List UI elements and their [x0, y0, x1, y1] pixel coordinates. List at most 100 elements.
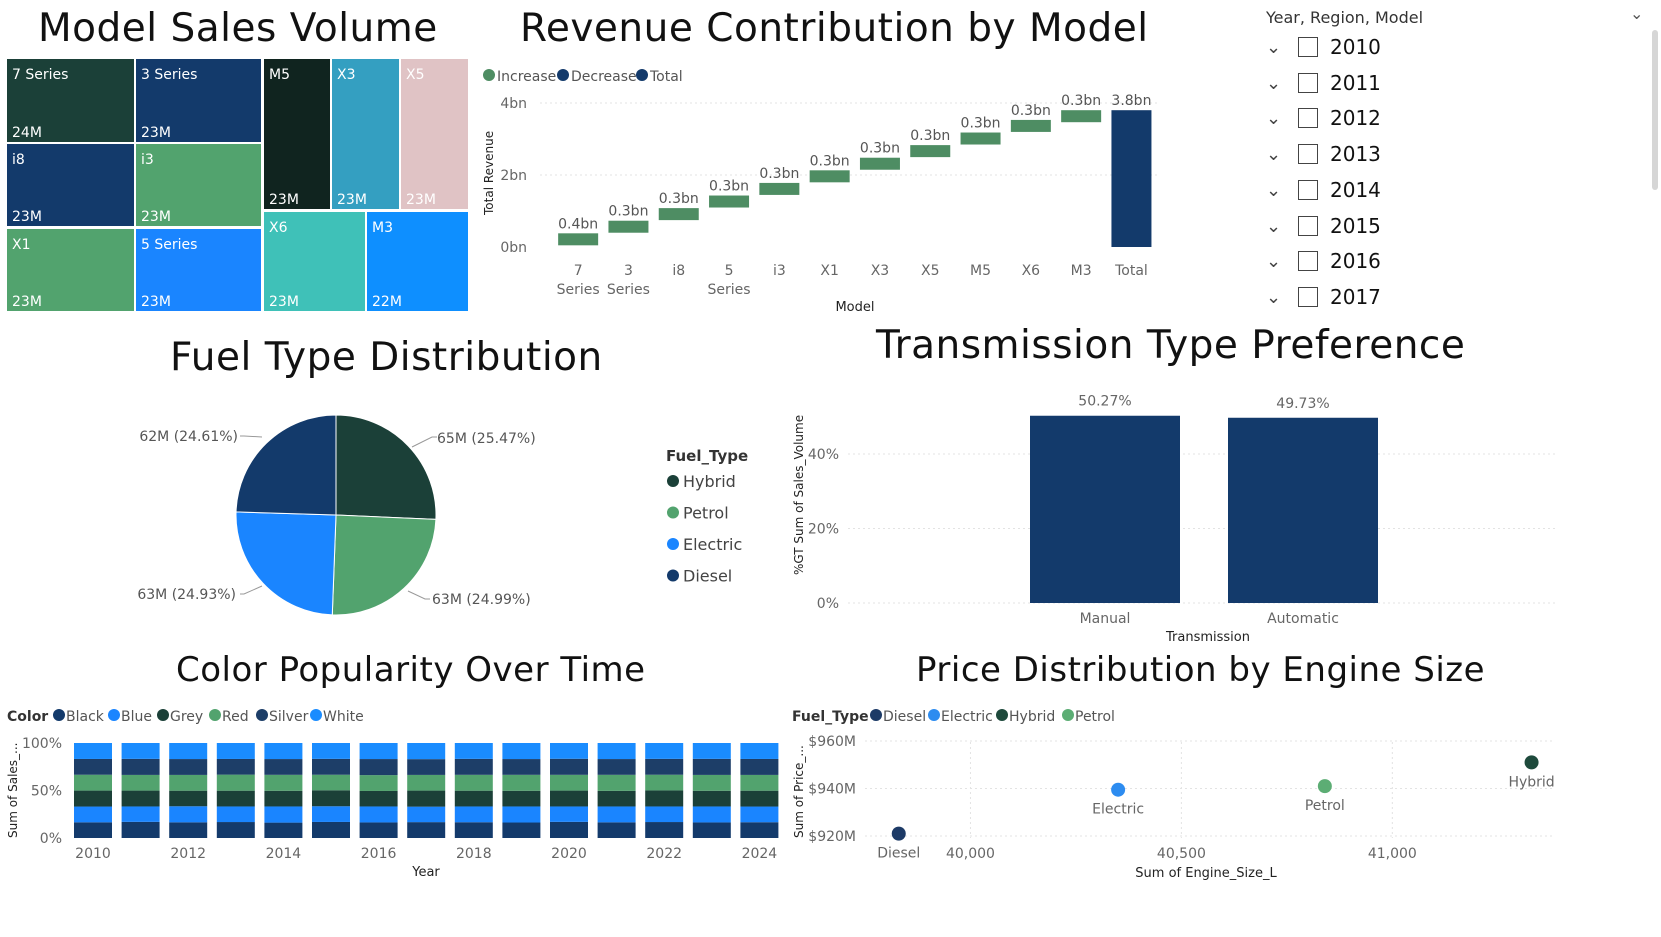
- stacked-segment: [359, 775, 398, 791]
- chevron-down-icon[interactable]: ⌄: [1266, 144, 1282, 166]
- x-tick-label: X6: [1022, 263, 1041, 279]
- waterfall-bar: [558, 233, 599, 246]
- x-tick-label: 3: [624, 263, 633, 279]
- slicer-item-2012[interactable]: ⌄ 2012: [1266, 103, 1381, 133]
- chevron-down-icon[interactable]: ⌄: [1266, 37, 1282, 58]
- stacked-segment: [121, 790, 160, 807]
- stacked-segment: [740, 758, 779, 775]
- stacked-segment: [597, 790, 636, 807]
- slicer-item-label: 2016: [1330, 249, 1381, 274]
- stacked-segment: [740, 790, 779, 807]
- x-axis-label: Year: [411, 865, 440, 880]
- legend-marker: [157, 709, 169, 721]
- legend-title: Color: [7, 709, 48, 725]
- leader-line: [240, 585, 263, 595]
- stacked-segment: [454, 822, 493, 838]
- stacked-segment: [216, 806, 255, 823]
- slicer-item-2010[interactable]: ⌄ 2010: [1266, 32, 1381, 62]
- stacked-segment: [407, 806, 446, 823]
- legend-marker: [928, 709, 940, 721]
- data-label: Diesel: [877, 846, 920, 862]
- stacked-segment: [312, 821, 350, 838]
- stacked-segment: [454, 743, 493, 759]
- waterfall-bar: [809, 170, 850, 183]
- stacked-segment: [454, 790, 493, 807]
- chevron-down-icon[interactable]: ⌄: [1630, 4, 1644, 23]
- waterfall-bar: [608, 220, 649, 233]
- stacked-segment: [454, 806, 493, 823]
- treemap-cell-x5: X5 23M: [401, 59, 468, 209]
- slicer-item-label: 2010: [1330, 35, 1381, 59]
- stacked-segment: [597, 806, 636, 823]
- treemap-rect: [7, 59, 134, 142]
- stacked-segment: [597, 774, 636, 791]
- waterfall-bar: [709, 195, 750, 208]
- x-tick-label: Series: [708, 282, 751, 298]
- y-tick-label: 4bn: [500, 96, 527, 112]
- slicer-item-2015[interactable]: ⌄ 2015: [1266, 211, 1381, 241]
- stacked-segment: [407, 774, 446, 791]
- slicer-item-2016[interactable]: ⌄ 2016: [1266, 246, 1381, 276]
- treemap-value: 23M: [406, 192, 436, 208]
- chevron-down-icon[interactable]: ⌄: [1266, 179, 1282, 201]
- chevron-down-icon[interactable]: ⌄: [1266, 215, 1282, 237]
- treemap-value: 23M: [141, 294, 171, 310]
- stacked-segment: [264, 759, 303, 775]
- checkbox[interactable]: [1298, 144, 1318, 165]
- treemap-rect: [136, 59, 261, 142]
- legend-label: Grey: [170, 709, 203, 725]
- x-axis-label: Model: [835, 300, 874, 315]
- stacked-segment: [216, 758, 255, 775]
- slicer-item-2011[interactable]: ⌄ 2011: [1266, 68, 1381, 98]
- legend-label: Hybrid: [1009, 709, 1055, 725]
- chevron-down-icon[interactable]: ⌄: [1266, 286, 1282, 308]
- stacked-segment: [74, 790, 112, 807]
- slicer-scrollbar[interactable]: [1652, 30, 1658, 190]
- checkbox[interactable]: [1298, 37, 1318, 57]
- stacked-segment: [74, 806, 112, 823]
- waterfall-bar: [1010, 119, 1051, 132]
- legend-title: Fuel_Type: [792, 709, 869, 725]
- checkbox[interactable]: [1298, 215, 1318, 236]
- checkbox[interactable]: [1298, 179, 1318, 200]
- y-tick-label: 0%: [817, 596, 839, 612]
- checkbox[interactable]: [1298, 251, 1318, 272]
- legend-marker: [1062, 709, 1074, 721]
- treemap-cell-m5: M5 23M: [264, 59, 330, 209]
- y-tick-label: 20%: [808, 522, 839, 538]
- slicer-item-2014[interactable]: ⌄ 2014: [1266, 175, 1381, 205]
- waterfall-title: Revenue Contribution by Model: [520, 6, 1149, 51]
- stacked-segment: [740, 774, 779, 791]
- stacked-segment: [645, 758, 684, 775]
- checkbox[interactable]: [1298, 108, 1318, 129]
- waterfall-bar: [1111, 110, 1152, 247]
- data-label: 63M (24.93%): [137, 587, 236, 603]
- stacked-segment: [264, 743, 303, 760]
- slicer-item-2013[interactable]: ⌄ 2013: [1266, 139, 1381, 169]
- waterfall-chart: Increase Decrease Total Total Revenue 0bn 2bn…: [482, 69, 1160, 315]
- checkbox[interactable]: [1298, 286, 1318, 307]
- legend-label: Hybrid: [683, 472, 736, 491]
- treemap-cell-i3: i3 23M: [136, 144, 261, 226]
- x-tick-label: 2012: [170, 846, 206, 862]
- checkbox[interactable]: [1298, 72, 1318, 93]
- legend-marker: [667, 506, 679, 519]
- treemap-rect: [332, 59, 399, 209]
- chevron-down-icon[interactable]: ⌄: [1266, 108, 1282, 130]
- x-tick-label: Manual: [1080, 611, 1131, 627]
- x-tick-label: Automatic: [1267, 611, 1339, 627]
- stacked-segment: [169, 806, 208, 823]
- stacked-segment: [740, 743, 779, 759]
- stacked-segment: [692, 822, 731, 838]
- stacked-segment: [74, 758, 112, 775]
- chevron-down-icon[interactable]: ⌄: [1266, 251, 1282, 273]
- data-label: 62M (24.61%): [139, 429, 238, 445]
- stacked-segment: [454, 758, 493, 775]
- treemap: 7 Series 24M 3 Series 23M M5 23M X3 23M X5 23M i8 2…: [7, 59, 468, 311]
- slicer-item-2017[interactable]: ⌄ 2017: [1266, 282, 1381, 312]
- legend-label: Petrol: [683, 504, 729, 523]
- stacked-segment: [216, 790, 255, 807]
- treemap-rect: [401, 59, 468, 209]
- chevron-down-icon[interactable]: ⌄: [1266, 72, 1282, 94]
